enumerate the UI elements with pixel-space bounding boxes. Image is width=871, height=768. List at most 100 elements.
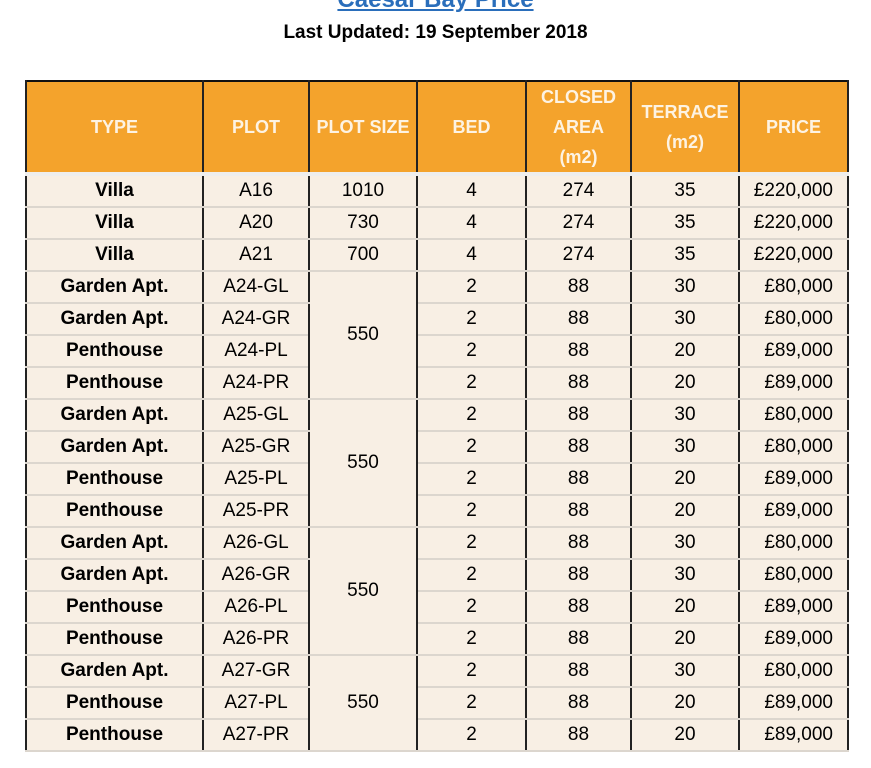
cell-plot: A25-GR: [202, 431, 310, 464]
cell-type: Penthouse: [25, 335, 204, 368]
cell-terrace: 20: [630, 463, 740, 496]
cell-terrace: 30: [630, 431, 740, 464]
cell-closed-area: 88: [525, 399, 632, 432]
cell-plot-size: 550: [308, 271, 418, 400]
cell-bed: 2: [416, 367, 527, 400]
document-title[interactable]: Caesar Bay Price: [0, 0, 871, 14]
cell-price: £80,000: [738, 431, 849, 464]
cell-bed: 2: [416, 431, 527, 464]
header-price: PRICE: [738, 81, 849, 176]
cell-plot-size: 550: [308, 399, 418, 528]
cell-plot: A24-PR: [202, 367, 310, 400]
table-row: Penthouse A26-PR 2 88 20 £89,000: [25, 623, 849, 656]
cell-plot: A27-GR: [202, 655, 310, 688]
price-table: TYPE PLOT PLOT SIZE BED CLOSED AREA (m2)…: [25, 80, 849, 752]
cell-bed: 2: [416, 463, 527, 496]
cell-bed: 2: [416, 495, 527, 528]
cell-closed-area: 88: [525, 655, 632, 688]
cell-plot-size: 1010: [308, 174, 418, 208]
cell-plot: A20: [202, 207, 310, 240]
cell-type: Penthouse: [25, 591, 204, 624]
table-row: Garden Apt. A24-GR 2 88 30 £80,000: [25, 303, 849, 336]
cell-closed-area: 88: [525, 335, 632, 368]
table-row: Penthouse A25-PR 2 88 20 £89,000: [25, 495, 849, 528]
cell-bed: 2: [416, 399, 527, 432]
cell-terrace: 20: [630, 495, 740, 528]
cell-terrace: 20: [630, 335, 740, 368]
cell-plot: A25-GL: [202, 399, 310, 432]
cell-bed: 2: [416, 719, 527, 752]
cell-plot: A26-PL: [202, 591, 310, 624]
cell-type: Penthouse: [25, 687, 204, 720]
cell-type: Penthouse: [25, 463, 204, 496]
cell-price: £89,000: [738, 591, 849, 624]
table-row: Villa A20 730 4 274 35 £220,000: [25, 207, 849, 240]
cell-price: £80,000: [738, 271, 849, 304]
cell-price: £220,000: [738, 174, 849, 208]
cell-plot: A24-PL: [202, 335, 310, 368]
cell-price: £89,000: [738, 719, 849, 752]
cell-terrace: 30: [630, 559, 740, 592]
cell-bed: 2: [416, 623, 527, 656]
cell-bed: 4: [416, 174, 527, 208]
cell-price: £89,000: [738, 687, 849, 720]
cell-terrace: 35: [630, 239, 740, 272]
cell-closed-area: 88: [525, 303, 632, 336]
header-terrace: TERRACE (m2): [630, 81, 740, 176]
table-row: Villa A16 1010 4 274 35 £220,000: [25, 174, 849, 208]
cell-terrace: 30: [630, 271, 740, 304]
cell-terrace: 30: [630, 527, 740, 560]
cell-type: Garden Apt.: [25, 527, 204, 560]
cell-plot: A26-PR: [202, 623, 310, 656]
last-updated: Last Updated: 19 September 2018: [283, 22, 588, 43]
cell-bed: 2: [416, 559, 527, 592]
cell-terrace: 20: [630, 719, 740, 752]
cell-type: Garden Apt.: [25, 399, 204, 432]
cell-bed: 2: [416, 655, 527, 688]
cell-terrace: 30: [630, 303, 740, 336]
cell-type: Villa: [25, 174, 204, 208]
header-closed-area: CLOSED AREA (m2): [525, 81, 632, 176]
cell-type: Penthouse: [25, 623, 204, 656]
header-plot-size: PLOT SIZE: [308, 81, 418, 176]
cell-closed-area: 88: [525, 687, 632, 720]
cell-type: Penthouse: [25, 719, 204, 752]
cell-closed-area: 274: [525, 174, 632, 208]
table-row: Penthouse A27-PL 2 88 20 £89,000: [25, 687, 849, 720]
cell-closed-area: 88: [525, 623, 632, 656]
cell-bed: 4: [416, 239, 527, 272]
cell-closed-area: 88: [525, 367, 632, 400]
cell-closed-area: 88: [525, 591, 632, 624]
cell-price: £89,000: [738, 623, 849, 656]
cell-price: £80,000: [738, 559, 849, 592]
cell-price: £89,000: [738, 495, 849, 528]
table-row: Penthouse A27-PR 2 88 20 £89,000: [25, 719, 849, 752]
table-row: Garden Apt. A26-GL 550 2 88 30 £80,000: [25, 527, 849, 656]
cell-type: Penthouse: [25, 367, 204, 400]
header-type: TYPE: [25, 81, 204, 176]
cell-closed-area: 88: [525, 559, 632, 592]
cell-bed: 2: [416, 335, 527, 368]
header-bed: BED: [416, 81, 527, 176]
cell-terrace: 30: [630, 399, 740, 432]
cell-plot: A24-GR: [202, 303, 310, 336]
table-row: Garden Apt. A24-GL 550 2 88 30 £80,000: [25, 271, 849, 400]
cell-type: Villa: [25, 239, 204, 272]
cell-type: Garden Apt.: [25, 655, 204, 688]
cell-price: £80,000: [738, 655, 849, 688]
cell-plot: A21: [202, 239, 310, 272]
table-row: Penthouse A24-PR 2 88 20 £89,000: [25, 367, 849, 400]
cell-price: £89,000: [738, 367, 849, 400]
cell-plot-size: 550: [308, 655, 418, 752]
cell-price: £80,000: [738, 527, 849, 560]
cell-closed-area: 88: [525, 463, 632, 496]
cell-terrace: 20: [630, 623, 740, 656]
cell-type: Garden Apt.: [25, 303, 204, 336]
table-row: Garden Apt. A25-GR 2 88 30 £80,000: [25, 431, 849, 464]
cell-plot: A16: [202, 174, 310, 208]
cell-terrace: 35: [630, 207, 740, 240]
cell-price: £89,000: [738, 335, 849, 368]
title-link[interactable]: Caesar Bay Price: [337, 0, 533, 13]
cell-closed-area: 274: [525, 239, 632, 272]
table-row: Villa A21 700 4 274 35 £220,000: [25, 239, 849, 272]
